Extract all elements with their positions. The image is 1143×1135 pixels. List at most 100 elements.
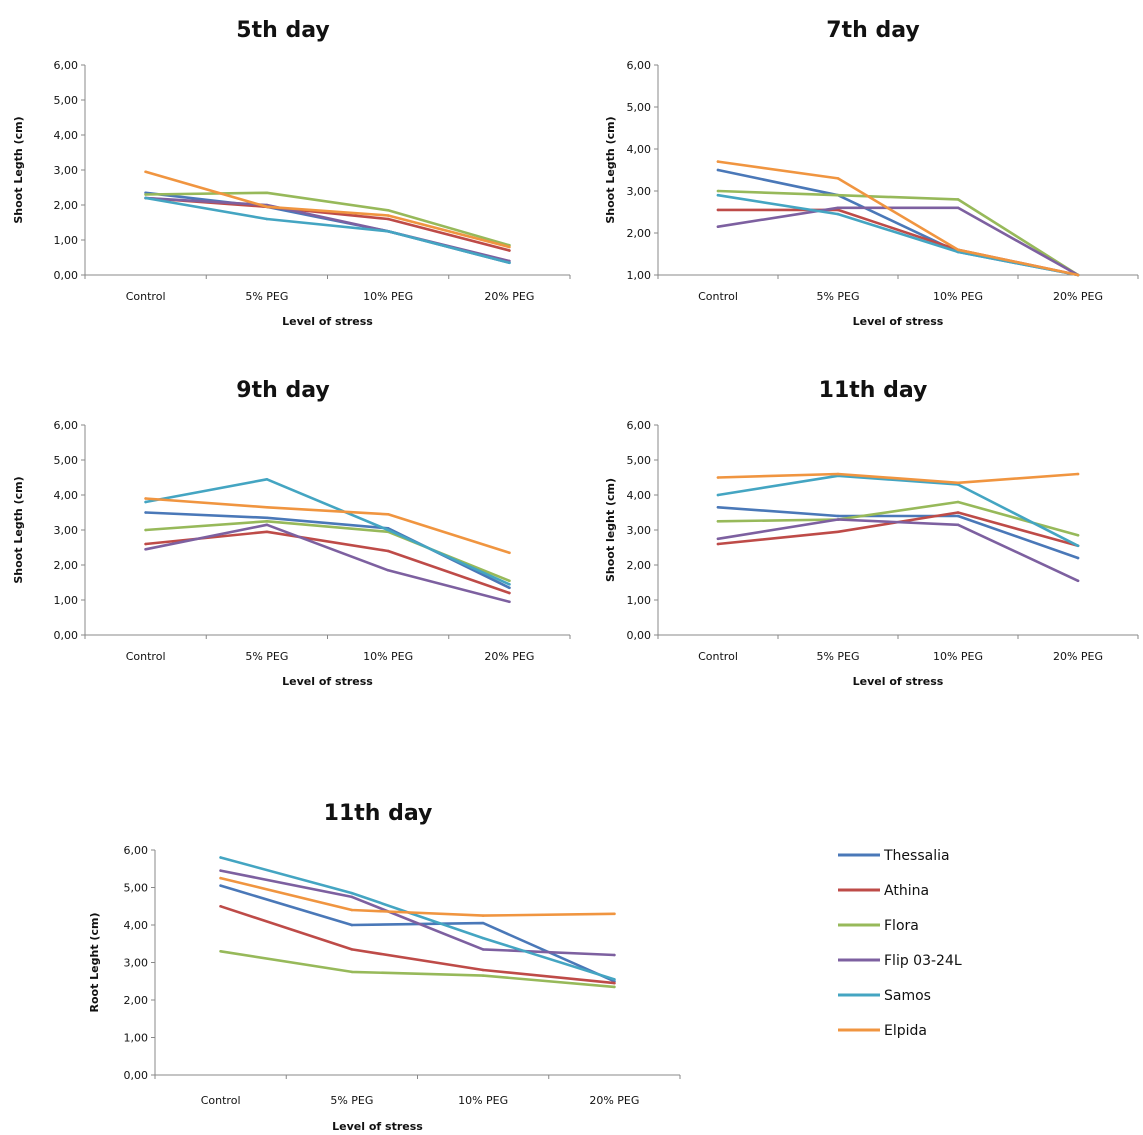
data-point — [716, 493, 720, 497]
y-axis-title: Shoot leght (cm) — [604, 478, 617, 582]
data-point — [836, 518, 840, 521]
x-tick-label: 20% PEG — [484, 650, 534, 663]
data-point — [265, 477, 269, 481]
x-tick-label: 5% PEG — [245, 650, 288, 663]
y-tick-label: 4,00 — [124, 919, 149, 932]
data-point — [716, 519, 720, 523]
data-point — [386, 217, 390, 221]
data-point — [386, 229, 390, 233]
data-point — [508, 586, 511, 590]
y-tick-label: 2,00 — [627, 227, 652, 240]
y-axis-title: Root Leght (cm) — [88, 913, 101, 1013]
chart-title: 9th day — [236, 378, 329, 403]
data-point — [1076, 544, 1080, 548]
x-tick-label: 20% PEG — [589, 1094, 639, 1107]
y-tick-label: 4,00 — [627, 489, 652, 502]
y-tick-label: 5,00 — [54, 454, 79, 467]
y-tick-label: 0,00 — [54, 629, 79, 642]
data-point — [350, 908, 354, 912]
series-line-flip-03-24l — [716, 518, 1080, 583]
legend-label: Flora — [884, 918, 919, 934]
data-point — [1076, 556, 1080, 560]
data-point — [386, 208, 390, 212]
data-point — [613, 978, 616, 981]
data-point — [386, 214, 390, 217]
data-point — [956, 198, 960, 201]
chart-title: 11th day — [819, 378, 928, 403]
data-point — [836, 206, 840, 210]
y-tick-label: 0,00 — [627, 629, 652, 642]
data-point — [613, 985, 616, 989]
data-point — [508, 245, 511, 249]
series-line-flip-03-24l — [219, 869, 616, 957]
data-point — [350, 948, 354, 951]
series-line-flora — [219, 949, 616, 989]
data-point — [508, 551, 511, 555]
x-tick-label: 10% PEG — [363, 290, 413, 303]
y-tick-label: 1,00 — [54, 594, 79, 607]
y-tick-label: 6,00 — [54, 59, 79, 72]
chart-2: 7th day 1,00 2,00 3,00 4,00 5,00 6,00 Control 5%… — [604, 18, 1139, 328]
y-tick-label: 4,00 — [54, 129, 79, 142]
x-tick-label: Control — [126, 650, 166, 663]
data-point — [144, 193, 147, 196]
y-tick-label: 0,00 — [124, 1069, 149, 1082]
data-point — [386, 512, 390, 516]
series-line-elpida — [144, 497, 511, 555]
y-tick-label: 6,00 — [627, 419, 652, 432]
series-line-thessalia — [144, 511, 511, 590]
series-line-samos — [144, 477, 511, 586]
data-point — [508, 579, 511, 583]
data-point — [265, 530, 269, 534]
data-point — [508, 591, 511, 595]
data-point — [219, 884, 222, 887]
data-point — [613, 912, 616, 916]
series-line-thessalia — [144, 191, 511, 265]
series-line-samos — [716, 474, 1080, 548]
series-line-athina — [219, 904, 616, 985]
data-point — [265, 217, 269, 221]
data-point — [716, 537, 720, 541]
y-tick-label: 6,00 — [627, 59, 652, 72]
data-point — [956, 500, 960, 504]
y-tick-label: 1,00 — [627, 269, 652, 282]
data-point — [481, 921, 485, 925]
series-line-thessalia — [716, 168, 1080, 277]
y-tick-label: 4,00 — [54, 489, 79, 502]
data-point — [481, 914, 485, 917]
y-tick-label: 5,00 — [124, 882, 149, 895]
data-point — [716, 225, 720, 228]
data-point — [265, 505, 269, 509]
y-tick-label: 6,00 — [124, 844, 149, 857]
x-tick-label: 5% PEG — [816, 290, 859, 303]
x-tick-label: 10% PEG — [933, 290, 983, 303]
data-point — [144, 500, 147, 504]
data-point — [350, 891, 354, 895]
y-axis-title: Shoot Legth (cm) — [12, 116, 25, 223]
data-point — [508, 600, 511, 604]
y-axis-title: Shoot Legth (cm) — [12, 476, 25, 583]
data-point — [836, 208, 840, 212]
data-point — [386, 568, 390, 572]
chart-5: 11th day 0,00 1,00 2,00 3,00 4,00 5,00 6,00 Cont… — [88, 801, 681, 1133]
data-point — [265, 205, 269, 209]
data-point — [265, 191, 269, 195]
chart-title: 11th day — [324, 801, 433, 826]
data-point — [1076, 273, 1080, 277]
x-tick-label: 10% PEG — [363, 650, 413, 663]
series-line-thessalia — [716, 505, 1080, 560]
data-point — [613, 953, 616, 957]
x-axis-title: Level of stress — [853, 315, 944, 328]
data-point — [386, 549, 390, 553]
series-line-flora — [144, 519, 511, 583]
data-point — [836, 193, 840, 197]
y-tick-label: 4,00 — [627, 143, 652, 156]
y-tick-label: 2,00 — [627, 559, 652, 572]
chart-3: 9th day 0,00 1,00 2,00 3,00 4,00 5,00 6,00 Contr… — [12, 378, 571, 688]
data-point — [144, 170, 147, 174]
series-line-elpida — [716, 160, 1080, 277]
data-point — [836, 472, 840, 476]
x-tick-label: 10% PEG — [458, 1094, 508, 1107]
data-point — [1076, 579, 1080, 583]
